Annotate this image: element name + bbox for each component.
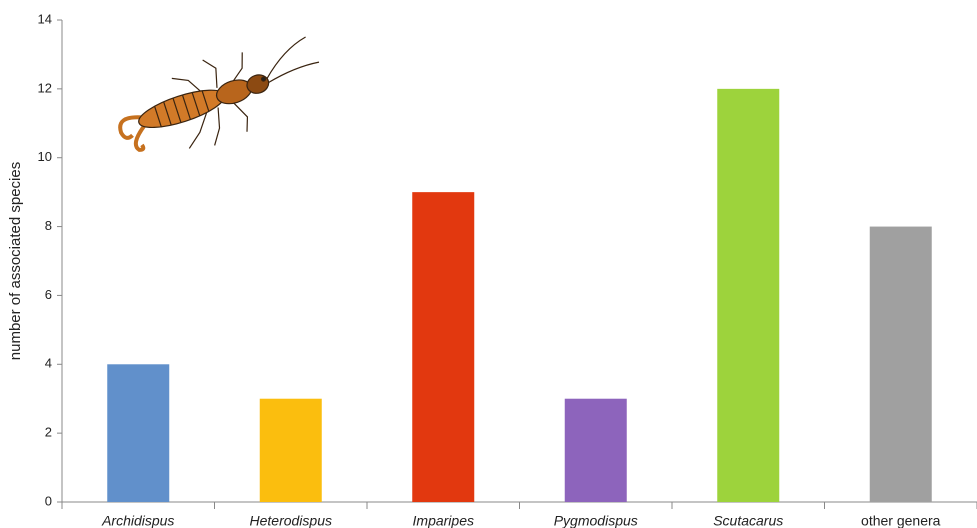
y-tick-label: 14 — [38, 11, 52, 26]
x-tick-label: Heterodispus — [250, 513, 333, 528]
bar — [107, 364, 170, 502]
x-tick-label: other genera — [861, 513, 941, 528]
x-tick-label: Archidispus — [101, 513, 174, 528]
insect-illustration — [118, 36, 320, 152]
bar — [564, 398, 627, 502]
y-axis-label: number of associated species — [7, 162, 24, 360]
x-tick-label: Scutacarus — [713, 513, 783, 528]
y-tick-label: 12 — [38, 80, 52, 95]
y-tick-label: 10 — [38, 149, 52, 164]
y-tick-label: 8 — [45, 218, 52, 233]
bar — [869, 226, 932, 503]
bar — [259, 398, 322, 502]
bar — [717, 88, 780, 502]
bar — [412, 192, 475, 502]
y-tick-label: 6 — [45, 287, 52, 302]
y-tick-label: 2 — [45, 425, 52, 440]
x-tick-label: Pygmodispus — [554, 513, 638, 528]
x-tick-label: Imparipes — [413, 513, 474, 528]
y-tick-label: 0 — [45, 493, 52, 508]
y-tick-label: 4 — [45, 356, 52, 371]
